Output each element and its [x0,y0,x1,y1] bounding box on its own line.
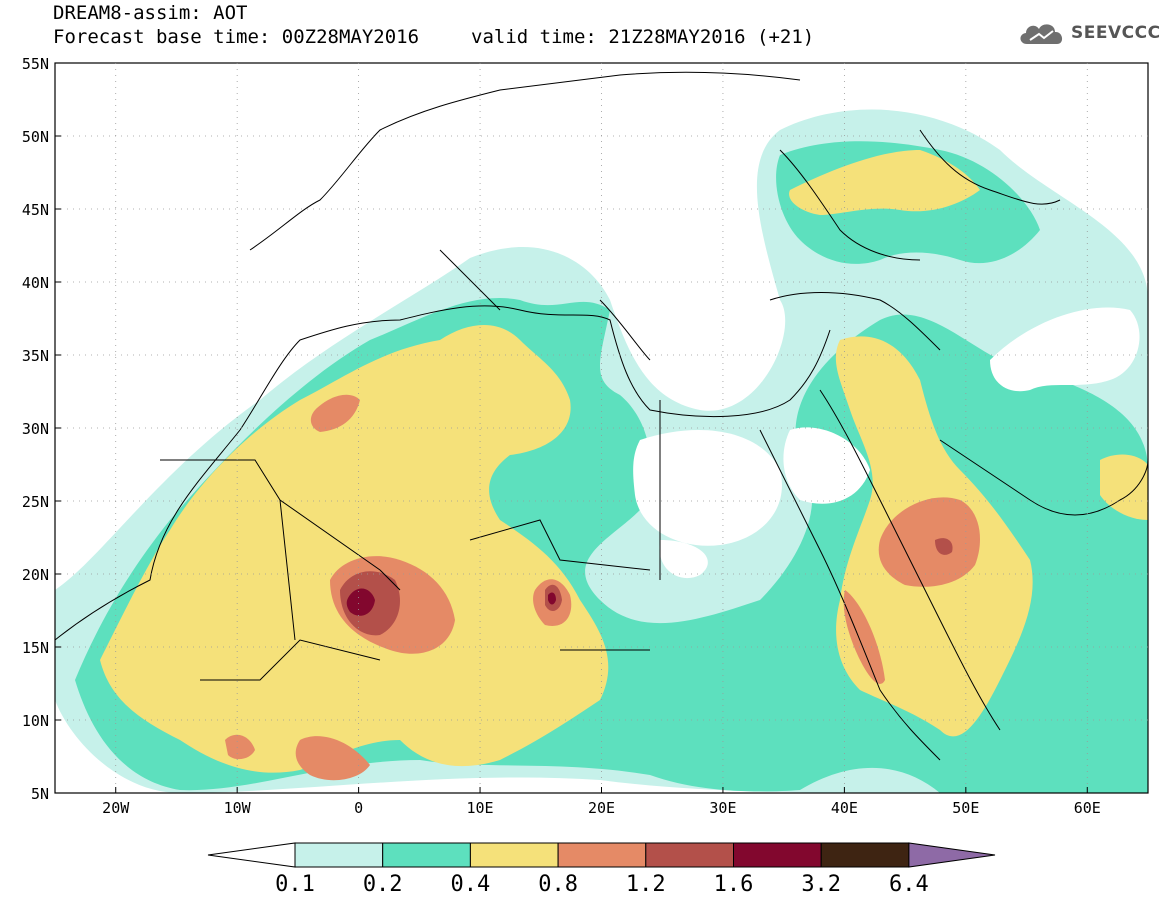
lon-tick-label: 10E [467,799,494,817]
lat-tick-label: 30N [22,420,49,438]
lon-tick-label: 40E [831,799,858,817]
lat-tick-label: 25N [22,493,49,511]
cloud-icon [1020,24,1063,44]
colorbar-segment [557,842,647,868]
colorbar-label: 0.4 [451,872,491,897]
lat-tick-label: 20N [22,566,49,584]
colorbar-right-arrow [908,842,996,868]
lat-tick-label: 5N [31,785,49,803]
colorbar-label: 1.6 [714,872,754,897]
latitude-axis: 55N 50N 45N 40N 35N 30N 25N 20N 15N 10N 5N [22,55,61,803]
colorbar-segment [294,842,384,868]
map-borders [55,71,1148,761]
lon-tick-label: 30E [709,799,736,817]
colorbar-label: 6.4 [889,872,929,897]
graticule [55,63,1148,793]
seevccc-logo: SEEVCCC [1017,20,1161,46]
lon-tick-label: 0 [354,799,363,817]
lon-tick-label: 10W [224,799,252,817]
time-info: Forecast base time: 00Z28MAY2016 valid ti… [53,27,814,47]
lat-tick-label: 10N [22,712,49,730]
lat-tick-label: 55N [22,55,49,73]
lon-tick-label: 20W [102,799,130,817]
aot-level-1.6 [346,588,556,616]
aot-colorbar: 0.1 0.2 0.4 0.8 1.2 1.6 3.2 6.4 [207,842,996,897]
colorbar-segment [382,842,471,868]
colorbar-label: 0.2 [363,872,403,897]
aot-clear-areas [633,307,1140,579]
colorbar-left-arrow [207,842,296,868]
colorbar-segment [820,842,910,868]
colorbar-label: 0.8 [538,872,578,897]
colorbar-label: 0.1 [275,872,315,897]
base-time: Forecast base time: 00Z28MAY2016 [53,26,420,48]
lat-tick-label: 50N [22,128,49,146]
logo-text: SEEVCCC [1071,23,1161,43]
longitude-axis: 20W 10W 0 10E 20E 30E 40E 50E 60E [102,787,1101,817]
lon-tick-label: 50E [952,799,979,817]
colorbar-segment [469,842,559,868]
valid-time: valid time: 21Z28MAY2016 (+21) [471,26,815,48]
colorbar-label: 1.2 [626,872,666,897]
lon-tick-label: 20E [588,799,615,817]
lat-tick-label: 35N [22,347,49,365]
lat-tick-label: 40N [22,274,49,292]
colorbar-label: 3.2 [801,872,841,897]
lat-tick-label: 15N [22,639,49,657]
lon-tick-label: 60E [1074,799,1101,817]
lat-tick-label: 45N [22,201,49,219]
colorbar-segment [645,842,734,868]
map-title: DREAM8-assim: AOT [53,2,248,24]
colorbar-segment [733,842,822,868]
aot-level-0.4 [100,150,1148,773]
